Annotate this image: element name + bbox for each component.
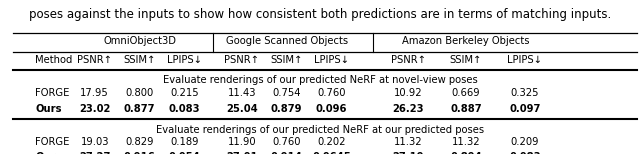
Text: FORGE: FORGE (35, 88, 70, 98)
Text: poses against the inputs to show how consistent both predictions are in terms of: poses against the inputs to show how con… (29, 8, 611, 21)
Text: 0.215: 0.215 (170, 88, 198, 98)
Text: 0.083: 0.083 (168, 104, 200, 113)
Text: Evaluate renderings of our predicted NeRF at our predicted poses: Evaluate renderings of our predicted NeR… (156, 125, 484, 135)
Text: 11.32: 11.32 (394, 138, 422, 147)
Text: 0.096: 0.096 (316, 104, 348, 113)
Text: SSIM↑: SSIM↑ (124, 55, 156, 65)
Text: PSNR↑: PSNR↑ (391, 55, 426, 65)
Text: 0.894: 0.894 (450, 152, 482, 154)
Text: SSIM↑: SSIM↑ (271, 55, 303, 65)
Text: 11.32: 11.32 (452, 138, 480, 147)
Text: 0.083: 0.083 (509, 152, 541, 154)
Text: 27.01: 27.01 (226, 152, 258, 154)
Text: 0.879: 0.879 (271, 104, 303, 113)
Text: 0.097: 0.097 (509, 104, 541, 113)
Text: 17.95: 17.95 (81, 88, 109, 98)
Text: 0.877: 0.877 (124, 104, 156, 113)
Text: Evaluate renderings of our predicted NeRF at novel-view poses: Evaluate renderings of our predicted NeR… (163, 75, 477, 85)
Text: 0.760: 0.760 (273, 138, 301, 147)
Text: SSIM↑: SSIM↑ (450, 55, 482, 65)
Text: Ours: Ours (35, 104, 61, 113)
Text: 0.916: 0.916 (124, 152, 156, 154)
Text: PSNR↑: PSNR↑ (77, 55, 112, 65)
Text: PSNR↑: PSNR↑ (225, 55, 259, 65)
Text: 0.0645: 0.0645 (312, 152, 351, 154)
Text: 0.669: 0.669 (452, 88, 480, 98)
Text: 0.829: 0.829 (125, 138, 154, 147)
Text: FORGE: FORGE (35, 138, 70, 147)
Text: 0.209: 0.209 (511, 138, 539, 147)
Text: 0.887: 0.887 (450, 104, 482, 113)
Text: 0.054: 0.054 (168, 152, 200, 154)
Text: Amazon Berkeley Objects: Amazon Berkeley Objects (402, 36, 530, 46)
Text: 10.92: 10.92 (394, 88, 422, 98)
Text: Google Scanned Objects: Google Scanned Objects (226, 36, 348, 46)
Text: 0.800: 0.800 (125, 88, 154, 98)
Text: 23.02: 23.02 (79, 104, 111, 113)
Text: 25.04: 25.04 (226, 104, 258, 113)
Text: 0.325: 0.325 (511, 88, 539, 98)
Text: 27.27: 27.27 (79, 152, 111, 154)
Text: 27.19: 27.19 (392, 152, 424, 154)
Text: 0.754: 0.754 (273, 88, 301, 98)
Text: LPIPS↓: LPIPS↓ (167, 55, 202, 65)
Text: LPIPS↓: LPIPS↓ (314, 55, 349, 65)
Text: 11.90: 11.90 (228, 138, 256, 147)
Text: 19.03: 19.03 (81, 138, 109, 147)
Text: 0.189: 0.189 (170, 138, 198, 147)
Text: 0.914: 0.914 (271, 152, 303, 154)
Text: 0.760: 0.760 (317, 88, 346, 98)
Text: Method: Method (35, 55, 72, 65)
Text: OmniObject3D: OmniObject3D (103, 36, 176, 46)
Text: 11.43: 11.43 (228, 88, 256, 98)
Text: 0.202: 0.202 (317, 138, 346, 147)
Text: Ours: Ours (35, 152, 61, 154)
Text: LPIPS↓: LPIPS↓ (508, 55, 542, 65)
Text: 26.23: 26.23 (392, 104, 424, 113)
